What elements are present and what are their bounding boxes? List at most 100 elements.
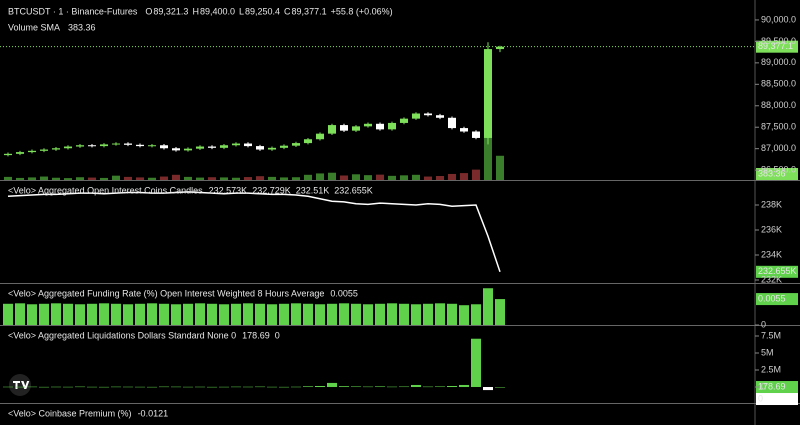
volume-bar <box>424 176 432 180</box>
bar <box>183 386 193 388</box>
price-tag-bg <box>756 265 798 278</box>
candle-body <box>136 144 144 147</box>
bar <box>399 303 409 325</box>
bar <box>123 386 133 388</box>
y-tick-label: 238K <box>761 199 782 209</box>
volume-bar <box>316 173 324 180</box>
bar <box>483 288 493 325</box>
candle-body <box>172 148 180 151</box>
bar <box>75 386 85 388</box>
bar <box>231 303 241 325</box>
bar <box>15 386 25 388</box>
bar <box>3 303 13 325</box>
bar <box>207 303 217 325</box>
ohlc-value: 89,321.3 <box>153 6 188 16</box>
y-tick-label: 90,000.0 <box>761 14 796 24</box>
y-tick-label: 5M <box>761 347 774 357</box>
bar <box>315 304 325 325</box>
volume-bar <box>484 135 492 180</box>
volume-bar <box>220 177 228 180</box>
bar <box>39 386 49 388</box>
volume-bar <box>268 176 276 180</box>
candle-body <box>64 146 72 149</box>
price-tag: 89,377.1 <box>758 41 793 51</box>
candle-body <box>472 131 480 138</box>
bar <box>387 303 397 325</box>
y-tick-label: 232K <box>761 274 782 284</box>
pane-title: <Velo> Coinbase Premium (%) <box>8 408 132 418</box>
bar <box>351 303 361 325</box>
price-tag: 0 <box>758 393 763 403</box>
bar <box>327 303 337 325</box>
header-value: -0.0121 <box>138 408 169 418</box>
volume-bar <box>472 169 480 180</box>
price-tag-bg <box>756 381 798 394</box>
bar <box>63 386 73 388</box>
volume-bar <box>400 175 408 180</box>
bar <box>447 385 457 388</box>
price-tag-bg <box>756 40 798 53</box>
candle-body <box>352 126 360 131</box>
bar <box>291 303 301 325</box>
candle-body <box>376 123 384 130</box>
bar <box>279 386 289 388</box>
candle-body <box>160 145 168 149</box>
candle-body <box>4 153 12 156</box>
bar <box>291 386 301 388</box>
bar <box>435 386 445 388</box>
volume-bar <box>4 176 12 180</box>
bar <box>135 303 145 325</box>
bar <box>399 386 409 388</box>
y-tick-label: 0 <box>761 381 766 391</box>
bar <box>387 386 397 388</box>
y-tick-label: 236K <box>761 224 782 234</box>
price-tag-bg <box>756 393 798 406</box>
bar <box>315 385 325 388</box>
header-value: 232.573K <box>209 185 248 195</box>
volume-bar <box>100 177 108 180</box>
header-value: 232.729K <box>252 185 291 195</box>
bar <box>75 304 85 325</box>
bar <box>123 304 133 325</box>
bar <box>375 386 385 388</box>
volume-bar <box>172 174 180 180</box>
indicator-value: 383.36 <box>68 22 96 32</box>
bar <box>171 386 181 388</box>
bar <box>147 386 157 388</box>
volume-bar <box>112 175 120 180</box>
volume-bar <box>328 172 336 180</box>
candle-body <box>340 125 348 131</box>
ohlc-value: 89,250.4 <box>245 6 280 16</box>
volume-bar <box>124 176 132 180</box>
price-tag-bg <box>756 168 798 180</box>
bar <box>411 304 421 325</box>
volume-bar <box>244 177 252 180</box>
volume-bar <box>496 155 504 180</box>
header-value: 0 <box>275 330 280 340</box>
ohlc-key: O <box>145 6 152 16</box>
volume-bar <box>184 176 192 180</box>
bar <box>435 303 445 325</box>
bar <box>339 303 349 325</box>
bar <box>111 303 121 325</box>
bar <box>423 303 433 325</box>
y-tick-label: 88,000.0 <box>761 100 796 110</box>
candle-body <box>208 146 216 148</box>
candle-body <box>124 143 132 145</box>
candle-body <box>388 122 396 130</box>
candle-body <box>220 145 228 148</box>
bar <box>231 386 241 388</box>
bar <box>207 386 217 388</box>
header-value: 232.655K <box>334 185 373 195</box>
bar <box>195 386 205 388</box>
y-tick-label: 89,000.0 <box>761 57 796 67</box>
candle-body <box>412 113 420 119</box>
volume-bar <box>412 174 420 180</box>
pane-title: <Velo> Aggregated Funding Rate (%) Open … <box>8 288 324 298</box>
bar <box>135 386 145 388</box>
y-tick-label: 87,000.0 <box>761 143 796 153</box>
bar <box>243 303 253 325</box>
candle-body <box>280 145 288 148</box>
candle-body <box>448 117 456 129</box>
